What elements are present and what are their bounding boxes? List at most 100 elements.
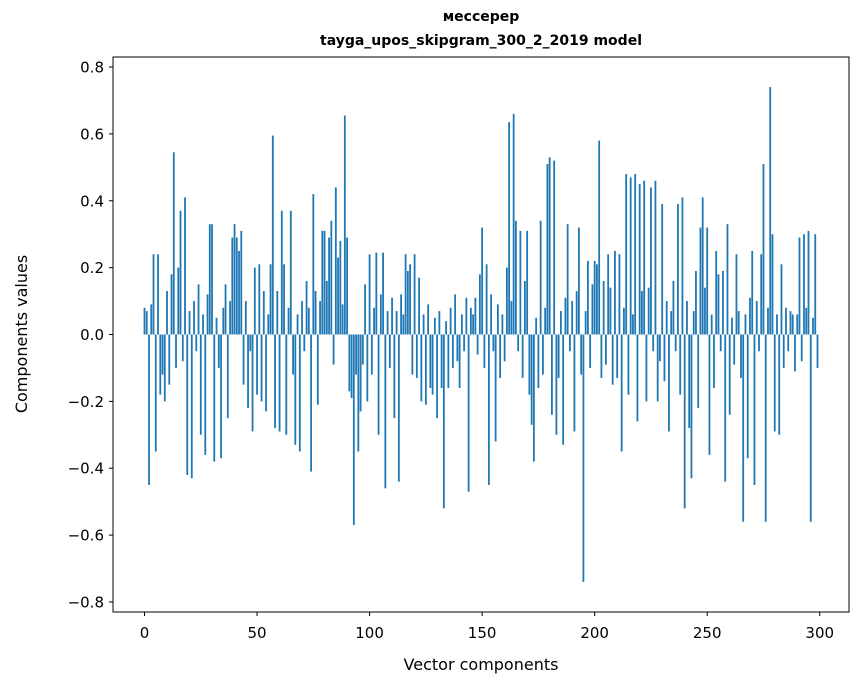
bar [154, 334, 157, 452]
bar [184, 197, 186, 335]
bar [431, 334, 434, 395]
bar [809, 334, 812, 522]
bar [274, 334, 276, 429]
bar [591, 284, 594, 335]
bar [611, 334, 614, 385]
bar [501, 314, 504, 335]
bar [474, 297, 477, 335]
bar [352, 334, 355, 526]
bar [715, 250, 718, 335]
bar [393, 334, 396, 419]
bar [744, 314, 747, 335]
bar [287, 307, 290, 335]
bar [629, 177, 632, 335]
bar [778, 334, 781, 435]
bars-layer [143, 87, 819, 582]
bar [224, 284, 227, 335]
bar [251, 334, 254, 432]
bar [816, 334, 819, 368]
bar [215, 317, 218, 335]
bar [517, 334, 520, 352]
bar [341, 304, 344, 335]
bar [605, 334, 607, 365]
bar [382, 252, 384, 335]
bar [789, 311, 792, 335]
bar [289, 210, 292, 335]
bar [235, 237, 238, 335]
bar [530, 334, 533, 425]
y-tick-label: 0.6 [80, 125, 104, 143]
bar [634, 174, 637, 335]
bar [172, 152, 175, 335]
bar [170, 274, 173, 335]
bar [420, 334, 423, 402]
bar [551, 334, 553, 415]
bar [285, 334, 288, 435]
bar [334, 187, 337, 335]
bar [348, 334, 351, 392]
bar [238, 250, 240, 335]
bar [265, 334, 267, 412]
bar [755, 301, 758, 335]
bar [609, 287, 612, 335]
bar [211, 224, 213, 335]
bar [145, 311, 148, 335]
bar [726, 224, 729, 335]
y-tick-label: 0.4 [80, 192, 104, 210]
bar [753, 334, 756, 485]
bar [670, 311, 673, 335]
chart-title-line2: tayga_upos_skipgram_300_2_2019 model [320, 33, 642, 49]
bar [785, 307, 787, 335]
bar [688, 334, 691, 429]
bar [429, 334, 432, 388]
bar [764, 334, 767, 522]
bar [307, 307, 310, 335]
bar [762, 163, 765, 335]
bar [625, 174, 628, 335]
bar [800, 334, 803, 362]
bar [294, 334, 297, 445]
bar [271, 135, 274, 335]
bar [447, 334, 450, 388]
bar [413, 254, 416, 335]
bar [652, 334, 655, 352]
bar [519, 230, 522, 335]
bar [199, 334, 202, 435]
bar [458, 334, 461, 388]
bar [600, 334, 603, 378]
bar [249, 334, 252, 352]
bar [213, 334, 216, 462]
bar [449, 307, 452, 335]
bar [312, 194, 315, 335]
bar [339, 240, 342, 335]
bar [487, 334, 490, 485]
bar [202, 314, 204, 335]
bar [510, 301, 513, 335]
bar [278, 334, 281, 432]
bar [143, 307, 146, 335]
bar [562, 334, 565, 445]
y-tick-label: −0.6 [68, 527, 104, 545]
bar [438, 311, 441, 335]
bar [373, 307, 375, 335]
bar [350, 334, 353, 399]
bar [303, 334, 306, 352]
bar [181, 334, 184, 362]
bar [276, 291, 279, 335]
bar [298, 334, 301, 452]
bar [627, 334, 630, 395]
bar [467, 334, 470, 492]
bar [794, 334, 796, 372]
bar [782, 334, 785, 368]
bar [361, 334, 364, 365]
x-axis-label: Vector components [404, 655, 559, 674]
bar [706, 227, 709, 335]
bar [532, 334, 535, 462]
bar [704, 287, 706, 335]
bar [728, 334, 731, 415]
bar [791, 314, 794, 335]
bar [668, 334, 670, 432]
bar [476, 334, 479, 355]
